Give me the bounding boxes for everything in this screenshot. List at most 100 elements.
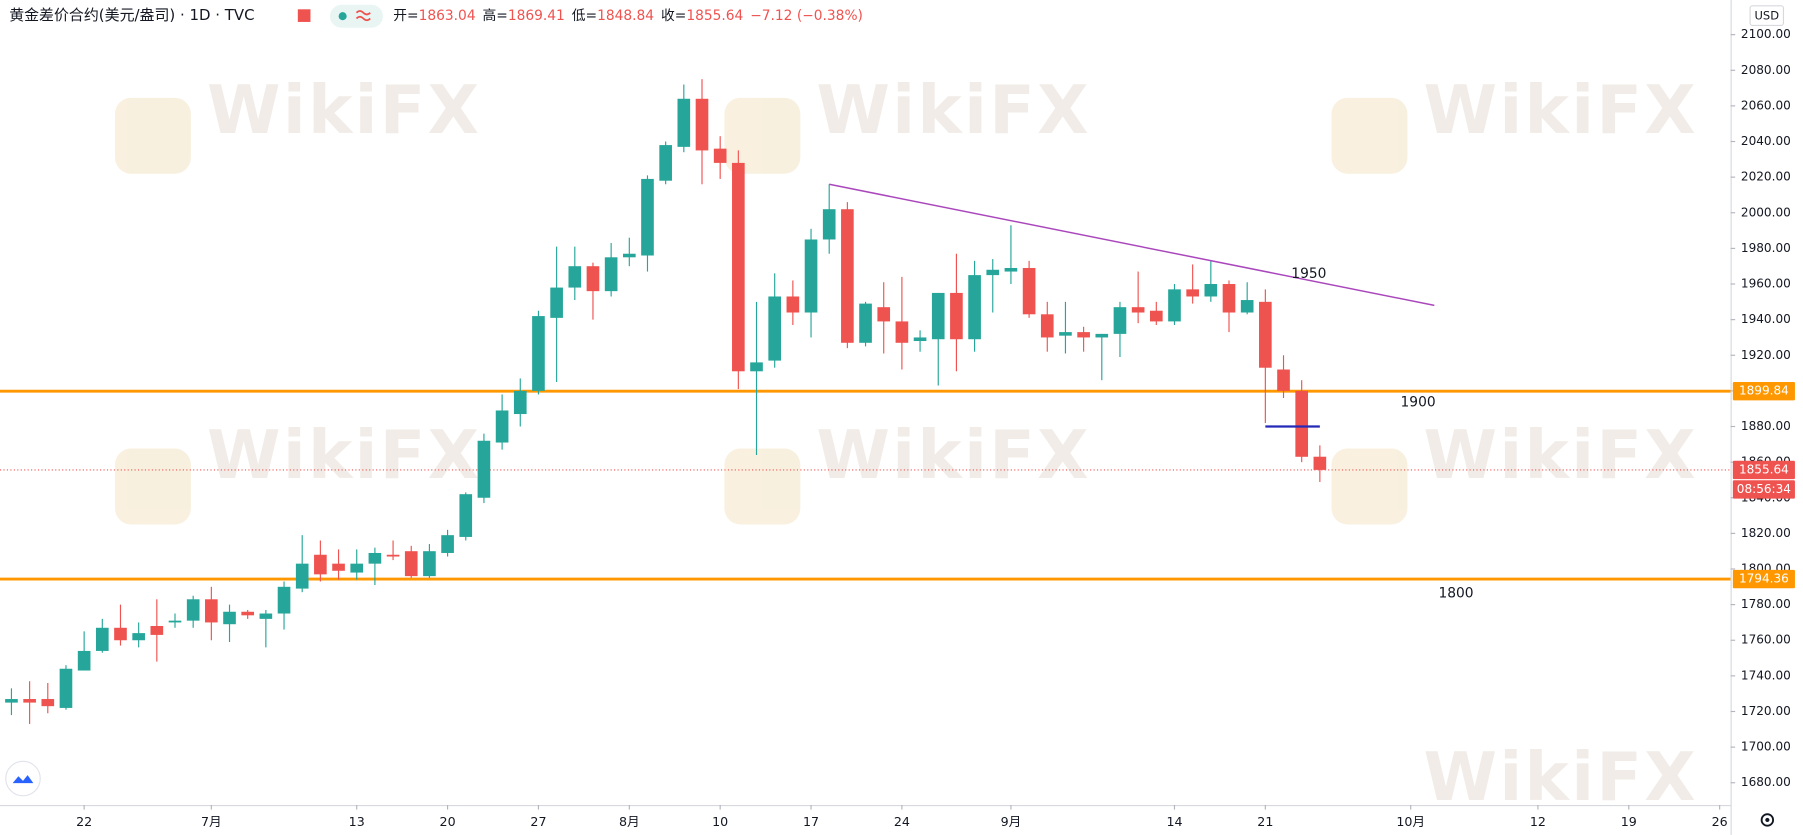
level-label: 1794.36 <box>1739 572 1789 586</box>
candle-body <box>786 296 800 313</box>
y-tick-label: 1780.00 <box>1741 597 1791 611</box>
candle-body <box>859 303 872 343</box>
x-tick-label: 19 <box>1621 814 1637 829</box>
candle-body <box>277 586 291 614</box>
watermarks: WikiFX WikiFX WikiFX WikiFX WikiFX WikiF… <box>114 71 1698 816</box>
candle-body <box>168 620 182 623</box>
candle-body <box>568 266 582 288</box>
x-tick-label: 9月 <box>1001 814 1022 829</box>
logo-circle[interactable] <box>5 760 41 797</box>
candle-body <box>877 307 891 322</box>
ohlc-key: 高= <box>482 7 507 24</box>
candle-body <box>641 178 654 256</box>
candle-body <box>1277 369 1290 391</box>
candle-body <box>186 599 200 621</box>
candle-body <box>241 611 255 616</box>
candle-body <box>223 611 236 625</box>
plot: 1950 1900 1800 <box>0 79 1731 724</box>
y-tick-label: 1680.00 <box>1741 775 1791 789</box>
currency-box: USD <box>1749 5 1785 26</box>
settings-button[interactable] <box>1760 813 1775 827</box>
candle-body <box>732 162 745 372</box>
candle-body <box>150 625 164 635</box>
candle-body <box>895 321 909 343</box>
candle-body <box>695 98 709 151</box>
candle-body <box>986 269 1000 276</box>
y-tick-label: 1820.00 <box>1741 526 1791 540</box>
y-tick-label: 1720.00 <box>1741 704 1791 718</box>
logo-mark <box>12 775 34 784</box>
candle-body <box>841 209 854 343</box>
y-tick-label: 1760.00 <box>1741 633 1791 647</box>
last-price-label-box <box>1732 460 1795 480</box>
y-tick-label: 1700.00 <box>1741 740 1791 754</box>
symbol-title: 黄金差价合约(美元/盎司) · 1D · TVC <box>9 6 254 24</box>
x-tick-label: 8月 <box>619 814 640 829</box>
candle-body <box>495 410 509 443</box>
gear-center <box>1765 817 1770 823</box>
watermark: WikiFX <box>1424 71 1698 149</box>
x-tick-label: 14 <box>1166 814 1182 829</box>
y-tick-label: 1940.00 <box>1741 312 1791 326</box>
y-tick-label: 2000.00 <box>1741 205 1791 219</box>
x-tick-label: 21 <box>1257 814 1273 829</box>
ohlc-value: 1848.84 <box>597 8 654 24</box>
y-tick-label: 2080.00 <box>1741 63 1791 77</box>
candle-body <box>513 390 527 415</box>
x-tick-label: 22 <box>76 814 92 829</box>
x-tick-label: 17 <box>803 814 819 829</box>
watermark: WikiFX <box>207 71 481 149</box>
gear[interactable] <box>1760 813 1775 827</box>
candle-body <box>713 148 727 163</box>
candle-body <box>750 362 763 372</box>
candle-body <box>1149 310 1163 322</box>
candle-body <box>368 552 382 564</box>
candle-body <box>1004 267 1018 272</box>
ohlc-key: 开= <box>393 8 418 24</box>
candle-body <box>205 599 218 623</box>
trendline <box>829 183 1435 307</box>
change: −7.12 (−0.38%) <box>750 8 863 24</box>
currency-frame <box>1749 5 1785 26</box>
candle-body <box>1131 307 1145 313</box>
indicator-toggle[interactable] <box>330 4 383 28</box>
watermark: WikiFX <box>1424 416 1698 494</box>
candle-body <box>1259 301 1272 368</box>
ohlc-legend: 开=1863.04 高=1869.41 低=1848.84 收=1855.64 −7.1… <box>393 7 863 24</box>
x-tick-label: 24 <box>894 814 910 829</box>
candle-body <box>423 551 436 577</box>
candle-body <box>1077 332 1090 338</box>
annotation: 1950 <box>1291 266 1326 282</box>
watermark-logo <box>1331 97 1408 174</box>
candle-body <box>1040 314 1054 338</box>
candle-body <box>622 253 636 258</box>
candle-body <box>404 551 418 577</box>
watermark-logo <box>724 448 801 525</box>
candle-body <box>386 554 400 557</box>
candle-body <box>1186 289 1199 297</box>
y-tick-label: 2100.00 <box>1741 27 1791 41</box>
x-tick-label: 12 <box>1530 814 1546 829</box>
ohlc-key: 低= <box>572 8 597 24</box>
candle-body <box>441 535 454 553</box>
toggle-wave <box>355 10 371 22</box>
candle-body <box>95 627 109 651</box>
y-tick-label: 1740.00 <box>1741 668 1791 682</box>
candle-body <box>550 287 563 318</box>
y-tick-label: 1960.00 <box>1741 277 1791 291</box>
candle-body <box>5 699 18 703</box>
watermark-logo <box>114 97 191 174</box>
tv-logo[interactable] <box>5 760 41 797</box>
candle-body <box>459 494 473 537</box>
watermark-logo <box>724 97 801 174</box>
level-label: 1899.84 <box>1739 384 1789 398</box>
y-tick-label: 2060.00 <box>1741 98 1791 112</box>
x-tick-label: 7月 <box>201 814 222 829</box>
status-icon <box>297 9 311 22</box>
x-tick-label: 10月 <box>1396 814 1425 829</box>
candle-body <box>41 699 55 707</box>
y-tick-label: 2040.00 <box>1741 134 1791 148</box>
